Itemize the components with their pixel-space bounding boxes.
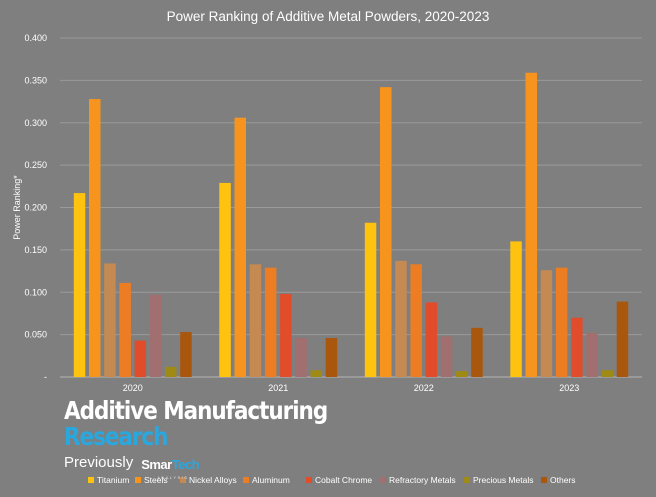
legend-swatch [180,477,186,483]
bar-steels-2023 [525,72,537,377]
y-tick-label: 0.100 [24,287,47,297]
y-tick-label: 0.400 [24,33,47,43]
bar-steels-2022 [380,87,392,377]
bar-precious-metals-2022 [456,371,468,377]
y-tick-label: 0.150 [24,245,47,255]
legend-swatch [541,477,547,483]
bar-titanium-2020 [73,193,86,377]
bar-refractory-metals-2023 [586,332,598,377]
smartech-logo: SmarTech ANALYSIS [141,457,200,480]
legend-label: Refractory Metals [389,475,456,485]
bar-others-2022 [471,327,483,377]
legend-swatch [88,477,94,483]
brand-logo: Additive Manufacturing Research Previous… [64,396,370,481]
brand-previously: Previously [64,454,134,471]
legend-swatch [135,477,141,483]
bar-steels-2021 [234,117,246,377]
x-tick-label: 2021 [268,383,288,393]
legend-label: Steels [144,475,168,485]
bar-others-2020 [180,332,192,377]
smartech-tech: Tech [171,457,200,472]
legend-label: Aluminum [252,475,290,485]
bar-aluminum-2021 [264,267,277,377]
y-tick-label: 0.200 [24,203,47,213]
bar-steels-2020 [89,99,101,378]
legend-label: Nickel Alloys [189,475,237,485]
y-tick-label: 0.300 [24,118,47,128]
bar-others-2021 [325,338,338,377]
bar-titanium-2022 [364,222,377,377]
bar-precious-metals-2020 [165,366,177,377]
legend-label: Precious Metals [473,475,533,485]
legend-swatch [306,477,312,483]
bar-others-2023 [616,301,629,377]
smartech-smar: Smar [141,457,172,472]
x-tick-label: 2020 [123,383,143,393]
bar-refractory-metals-2022 [440,336,453,377]
legend-swatch [464,477,470,483]
legend-label: Others [550,475,576,485]
bar-nickel-alloys-2020 [104,263,116,377]
bar-titanium-2023 [510,241,522,377]
y-tick-label: 0.250 [24,160,47,170]
y-tick-label: 0.050 [24,330,47,340]
bar-titanium-2021 [219,182,231,377]
bar-aluminum-2020 [119,282,131,377]
legend-swatch [243,477,249,483]
bar-nickel-alloys-2021 [249,264,262,377]
y-tick-label: 0.350 [24,75,47,85]
smartech-analysis: ANALYSIS [157,475,189,480]
bar-precious-metals-2021 [310,370,322,377]
bar-cobalt-chrome-2022 [425,302,438,377]
bar-nickel-alloys-2023 [540,270,553,377]
brand-previously-row: Previously SmarTech ANALYSIS [64,454,370,480]
bar-cobalt-chrome-2021 [280,293,292,377]
bar-nickel-alloys-2022 [395,260,407,377]
legend-label: Titanium [97,475,129,485]
bar-refractory-metals-2021 [295,338,307,377]
x-tick-label: 2023 [559,383,579,393]
brand-name: Additive Manufacturing [64,396,328,425]
bar-aluminum-2022 [410,264,422,377]
legend-label: Cobalt Chrome [315,475,372,485]
y-axis-label: Power Ranking* [12,175,22,240]
y-tick-label: - [44,372,47,382]
bar-cobalt-chrome-2020 [134,340,147,377]
brand-research: Research [64,422,168,451]
x-tick-label: 2022 [414,383,434,393]
bar-precious-metals-2023 [601,370,613,377]
chart-title: Power Ranking of Additive Metal Powders,… [167,9,490,24]
bar-aluminum-2023 [555,267,568,377]
bar-refractory-metals-2020 [149,294,162,377]
legend-swatch [380,477,386,483]
bar-cobalt-chrome-2023 [571,317,583,377]
